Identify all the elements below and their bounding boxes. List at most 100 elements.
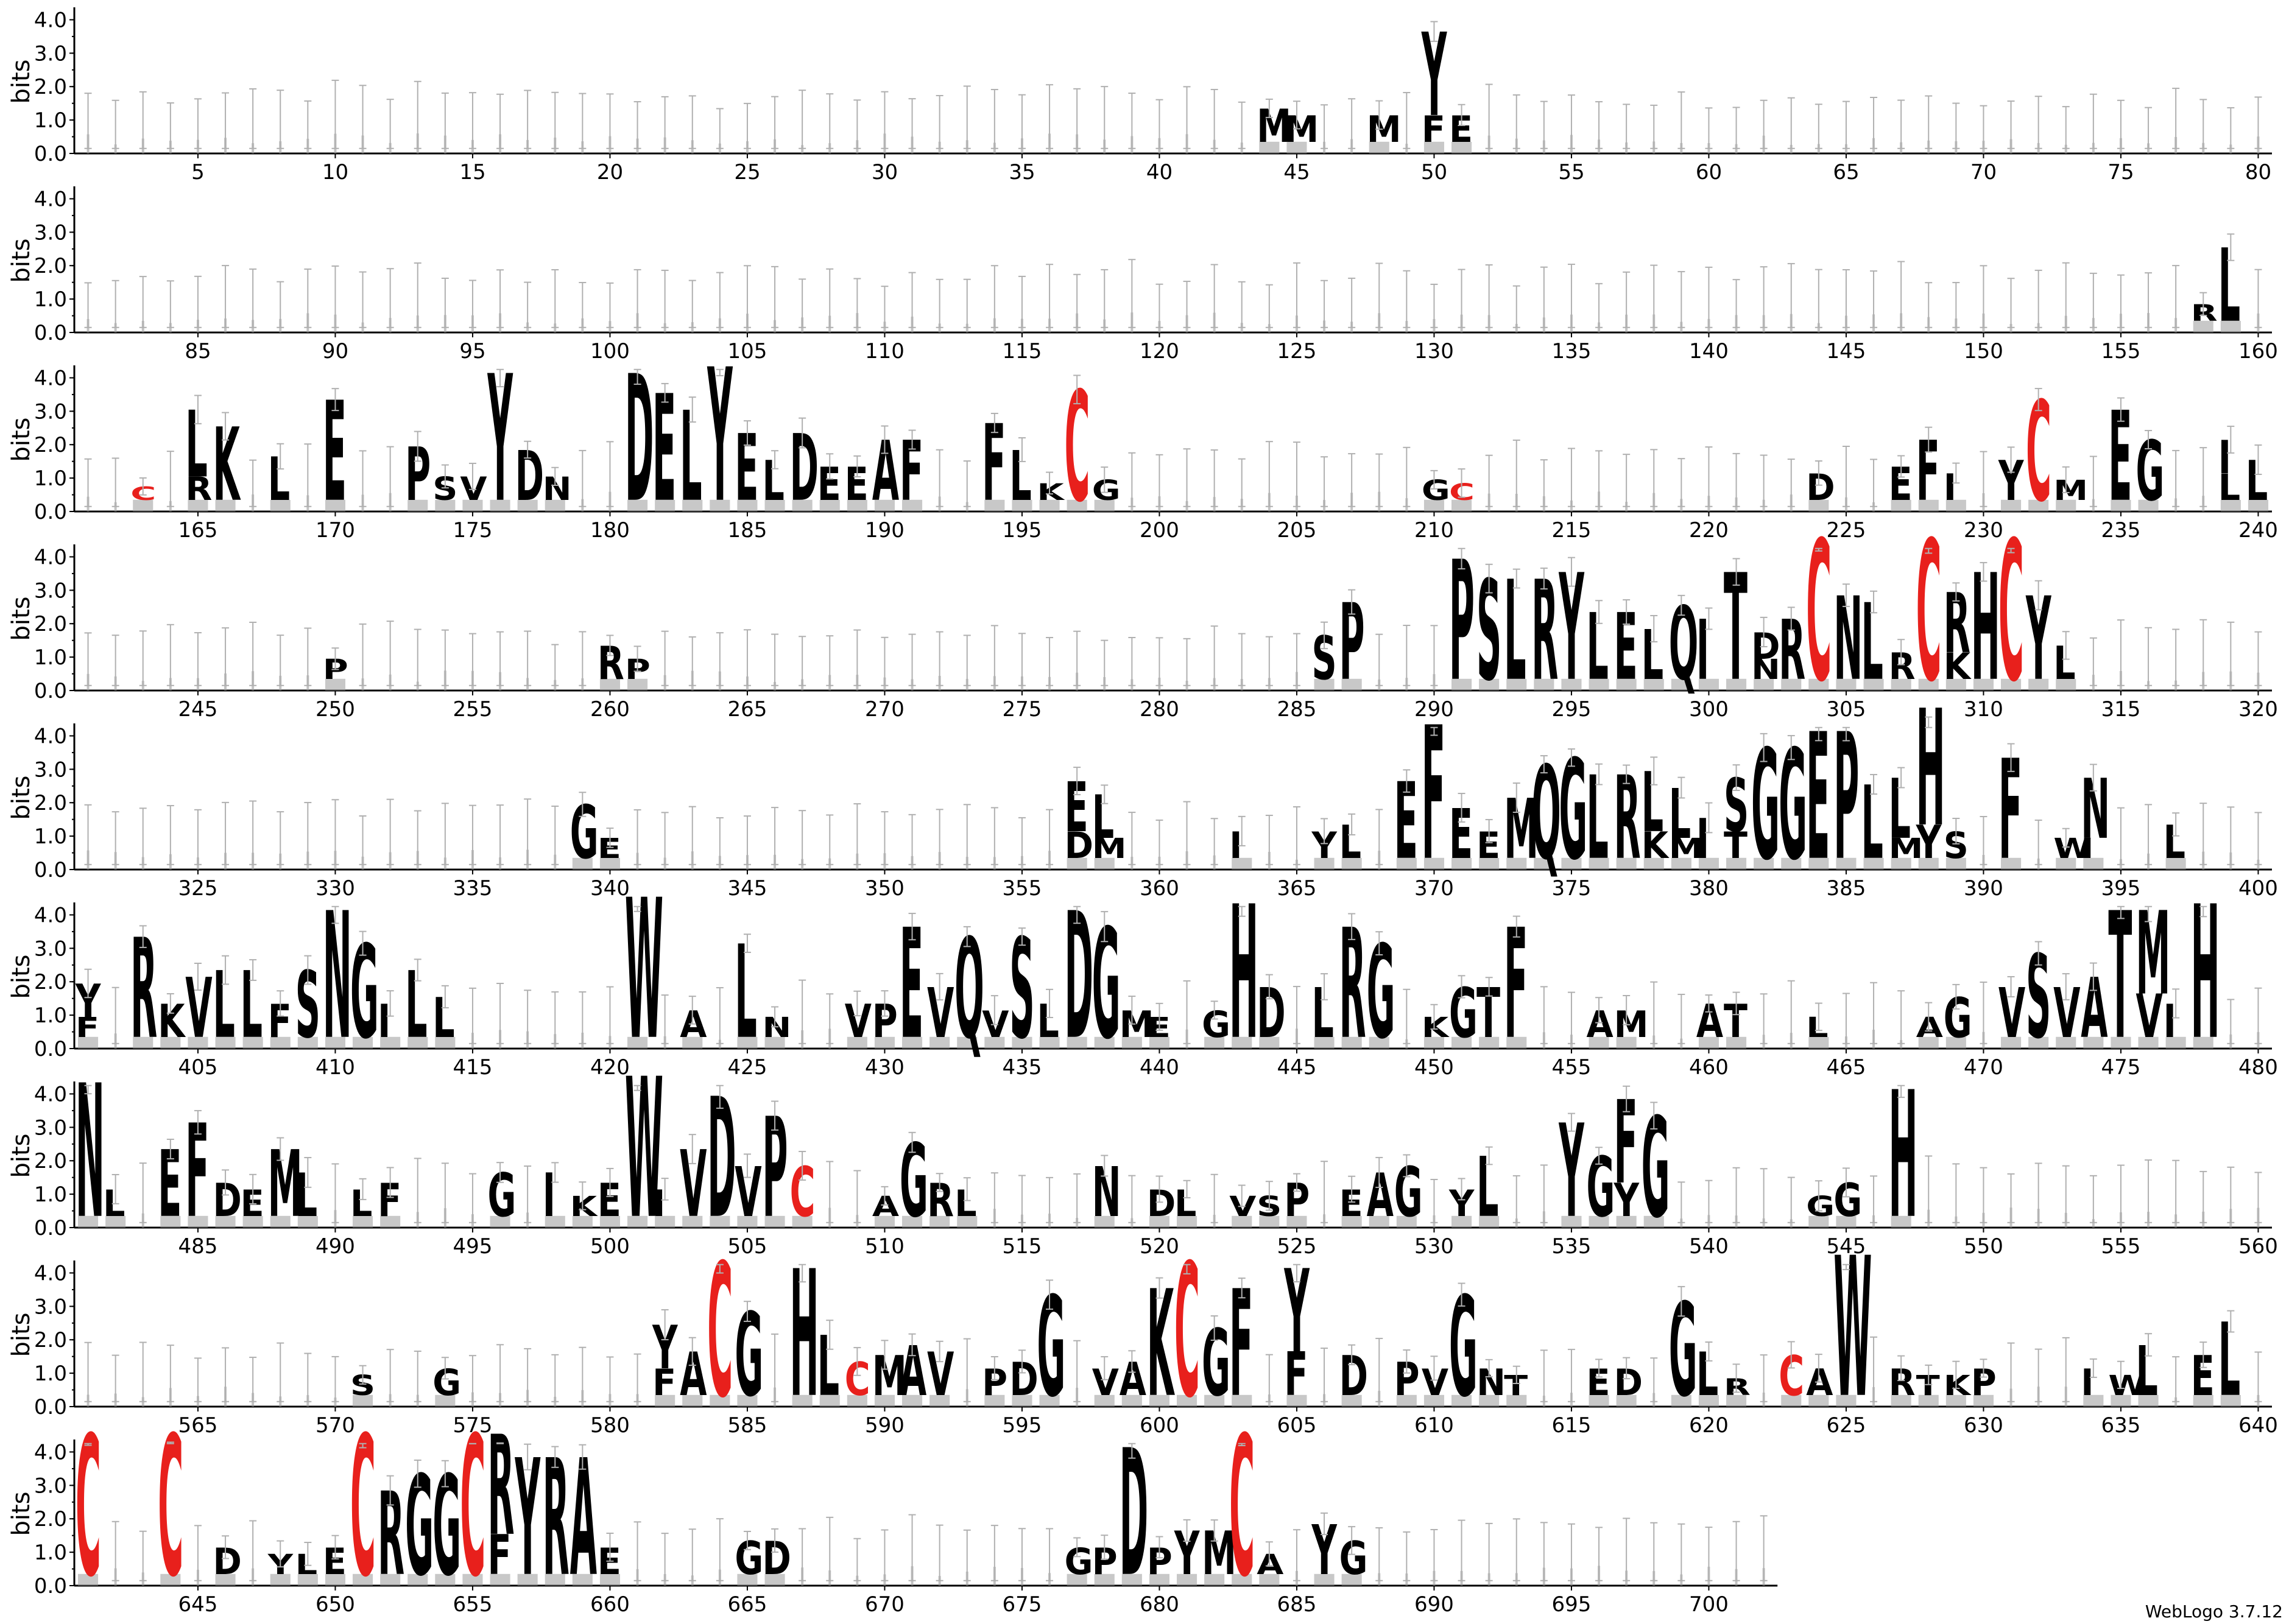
logo-position-372: E: [1476, 818, 1500, 870]
low-information-residues: [2220, 1394, 2241, 1407]
low-information-residues: [737, 1215, 758, 1228]
residue-glyph-E: E: [1806, 697, 1830, 899]
logo-position-226: [1870, 459, 1878, 511]
low-information-residues: [1918, 499, 1939, 511]
logo-position-254: [441, 629, 449, 691]
logo-position-228: F: [1916, 424, 1940, 519]
x-tick-label: 360: [1140, 876, 1179, 901]
low-information-residues: [792, 1215, 813, 1228]
logo-position-551: [2007, 1173, 2015, 1228]
logo-position-347: [799, 810, 806, 870]
logo-position-539: [1677, 1181, 1685, 1228]
x-tick-label: 455: [1551, 1055, 1591, 1080]
logo-position-669: [853, 1538, 861, 1586]
logo-position-579: [579, 1346, 587, 1407]
logo-position-588: L: [817, 1320, 840, 1415]
low-information-residues: [957, 1215, 978, 1228]
logo-position-568: [277, 1342, 284, 1407]
residue-glyph-M: M: [872, 1344, 907, 1408]
logo-position-652: R: [378, 1468, 404, 1601]
logo-position-501: W: [625, 1037, 663, 1262]
logo-position-207: [1348, 453, 1356, 511]
logo-position-100: [606, 282, 614, 332]
logo-position-529: G: [1394, 1153, 1423, 1232]
low-information-residues: [1781, 678, 1802, 691]
residue-glyph-G: G: [1422, 475, 1450, 507]
low-information-residues: [2165, 857, 2186, 870]
residue-glyph-V: V: [680, 1131, 707, 1238]
logo-position-374: Q: [1531, 740, 1561, 888]
low-information-residues: [1479, 857, 1500, 870]
logo-position-546: [1870, 1175, 1878, 1228]
logo-position-641: C: [76, 1395, 101, 1620]
logo-position-532: L: [1476, 1141, 1500, 1236]
logo-position-126: [1321, 279, 1328, 332]
logo-position-101: [633, 269, 641, 332]
y-tick-label: 4.0: [34, 724, 67, 748]
logo-position-493: [414, 1158, 421, 1228]
residue-glyph-L: L: [1861, 582, 1883, 704]
logo-position-557: [2172, 1159, 2180, 1228]
low-information-residues: [1451, 857, 1472, 870]
x-tick-label: 495: [453, 1234, 492, 1259]
logo-position-128: [1375, 262, 1383, 332]
residue-glyph-F: F: [378, 1173, 401, 1227]
x-tick-label: 330: [316, 876, 355, 901]
logo-position-170: E: [323, 372, 347, 532]
logo-position-698: [1650, 1522, 1658, 1586]
low-information-residues: [1808, 857, 1829, 870]
logo-position-537: YF: [1614, 1076, 1640, 1228]
low-information-residues: [325, 1036, 345, 1049]
logo-position-295: Y: [1559, 544, 1585, 714]
logo-position-191: F: [900, 424, 923, 519]
residue-glyph-A: A: [680, 1340, 707, 1409]
low-information-residues: [957, 1036, 978, 1049]
x-tick-label: 480: [2238, 1055, 2278, 1080]
logo-position-645: [194, 1525, 202, 1586]
logo-position-490: [331, 1163, 339, 1228]
logo-position-367: L: [1339, 813, 1362, 870]
logo-position-88: [277, 281, 284, 332]
logo-position-508: [826, 1161, 834, 1228]
low-information-residues: [1286, 141, 1307, 153]
logo-position-700: [1705, 1527, 1713, 1586]
residue-glyph-L: L: [2053, 636, 2075, 690]
low-information-residues: [1396, 1394, 1417, 1407]
logo-position-514: [990, 1172, 998, 1228]
logo-position-145: [1842, 269, 1850, 332]
logo-position-300: I: [1696, 603, 1719, 698]
low-information-residues: [1561, 857, 1582, 870]
logo-position-296: L: [1587, 594, 1609, 700]
logo-position-517: [1073, 1173, 1081, 1228]
logo-position-511: G: [900, 1123, 928, 1240]
logo-position-116: [1046, 264, 1054, 332]
logo-position-199: [1128, 452, 1136, 511]
x-tick-label: 390: [1964, 876, 2003, 901]
logo-position-570: [331, 1355, 339, 1407]
logo-position-417: [524, 990, 532, 1049]
logo-position-260: R: [598, 634, 624, 691]
logo-position-491: L: [350, 1178, 373, 1228]
logo-position-680: P: [1147, 1536, 1173, 1586]
residue-glyph-G: G: [1779, 719, 1807, 894]
logo-position-661: [633, 1521, 641, 1586]
residue-glyph-F: F: [268, 994, 292, 1048]
residue-glyph-C: C: [1174, 1226, 1200, 1439]
logo-position-279: [1128, 637, 1136, 691]
logo-position-85: [194, 275, 202, 332]
y-axis-label: bits: [7, 775, 35, 820]
logo-position-338: [551, 805, 559, 870]
x-tick-label: 110: [865, 339, 905, 364]
logo-position-250: P: [323, 647, 348, 691]
low-information-residues: [1515, 323, 1518, 332]
low-information-residues: [1341, 1215, 1362, 1228]
logo-position-288: [1375, 633, 1383, 691]
logo-position-404: K: [158, 993, 186, 1049]
logo-position-282: [1210, 625, 1218, 691]
logo-position-133: [1512, 285, 1520, 332]
y-tick-label: 2.0: [34, 791, 67, 815]
logo-position-657: Y: [515, 1425, 541, 1612]
logo-position-173: P: [405, 431, 431, 518]
logo-position-444: D: [1257, 974, 1285, 1053]
logo-position-238: [2199, 447, 2207, 511]
